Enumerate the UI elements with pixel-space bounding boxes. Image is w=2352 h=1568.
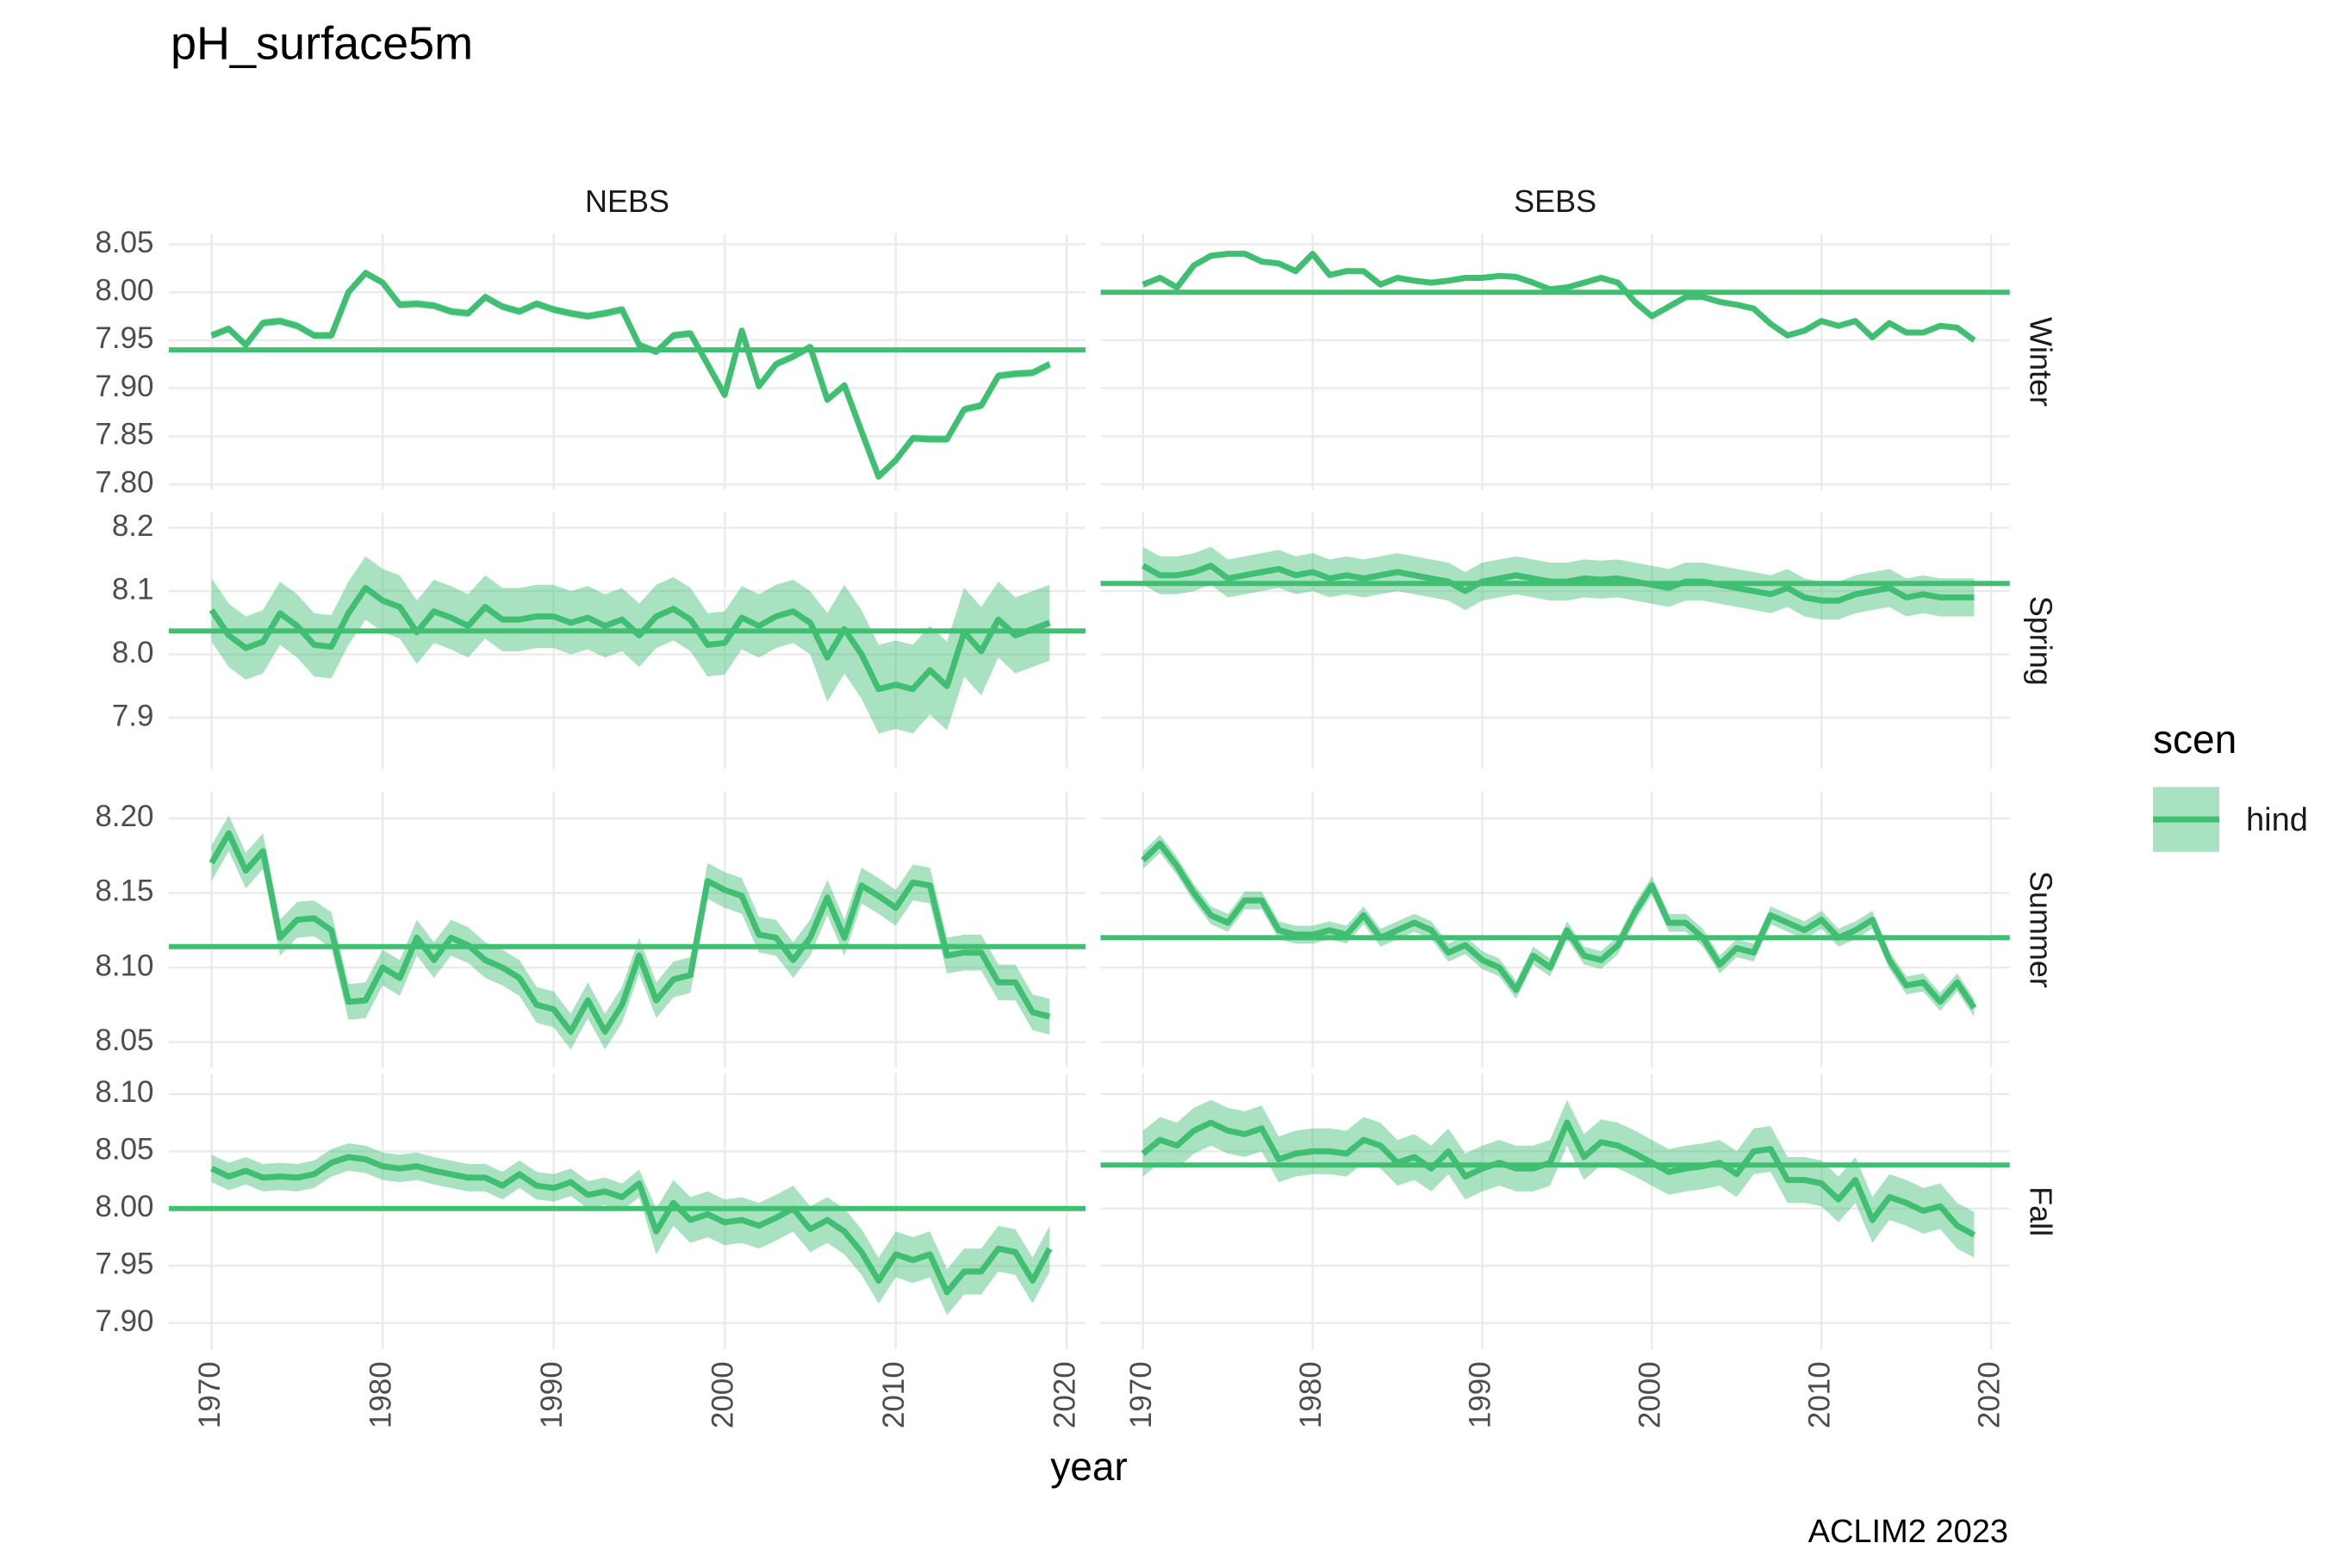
y-tick-label: 7.9 (112, 699, 154, 732)
x-tick-label: 1980 (1294, 1361, 1328, 1428)
series-line (1142, 251, 1976, 343)
y-tick-label: 7.90 (95, 1304, 153, 1338)
x-tick-label: 1980 (364, 1361, 397, 1428)
legend-label: hind (2246, 802, 2308, 838)
y-tick-label: 7.90 (95, 370, 153, 403)
series-line (1141, 563, 1975, 604)
series-line (1141, 840, 1977, 1010)
x-axis-title: year (1050, 1444, 1127, 1489)
ribbon (1142, 1099, 1975, 1258)
y-tick-label: 7.80 (95, 465, 153, 499)
series-line (1141, 1119, 1976, 1238)
strip-label: NEBS (585, 184, 669, 219)
y-tick-label: 7.85 (95, 418, 153, 451)
x-tick-label: 1990 (1464, 1361, 1497, 1428)
x-tick-label: 2020 (1972, 1361, 2006, 1428)
x-tick-label: 1990 (535, 1361, 569, 1428)
ribbon (211, 556, 1050, 734)
strip-label: Summer (2023, 871, 2058, 988)
y-tick-label: 8.05 (95, 1133, 153, 1167)
ribbon (211, 1143, 1050, 1316)
x-tick-label: 2000 (1633, 1361, 1667, 1428)
x-tick-label: 2010 (877, 1361, 911, 1428)
series-line (210, 270, 1051, 480)
y-tick-label: 8.05 (95, 1024, 153, 1057)
y-tick-label: 8.00 (95, 273, 153, 307)
y-tick-label: 7.95 (95, 1247, 153, 1280)
series-line (208, 830, 1051, 1035)
y-tick-label: 8.10 (95, 949, 153, 982)
strip-label: SEBS (1514, 184, 1596, 219)
x-tick-label: 1970 (193, 1361, 227, 1428)
y-tick-label: 8.05 (95, 226, 153, 259)
y-tick-label: 8.00 (95, 1190, 153, 1223)
y-tick-label: 8.15 (95, 874, 153, 908)
x-tick-label: 1970 (1124, 1361, 1158, 1428)
strip-label: Spring (2023, 596, 2058, 686)
x-tick-label: 2000 (706, 1361, 739, 1428)
y-tick-label: 8.2 (112, 509, 154, 543)
strip-label: Winter (2023, 317, 2058, 407)
y-tick-label: 7.95 (95, 321, 153, 355)
y-tick-label: 8.0 (112, 636, 154, 669)
legend-title: scen (2153, 717, 2237, 762)
x-tick-label: 2020 (1048, 1361, 1081, 1428)
series-line (208, 584, 1051, 693)
strip-label: Fall (2023, 1186, 2058, 1236)
caption: ACLIM2 2023 (1808, 1514, 2008, 1550)
x-tick-label: 2010 (1802, 1361, 1836, 1428)
chart-title: pH_surface5m (171, 17, 473, 69)
y-tick-label: 8.20 (95, 800, 153, 833)
y-tick-label: 8.1 (112, 572, 154, 606)
series-line (210, 1154, 1053, 1296)
y-tick-label: 8.10 (95, 1075, 153, 1109)
